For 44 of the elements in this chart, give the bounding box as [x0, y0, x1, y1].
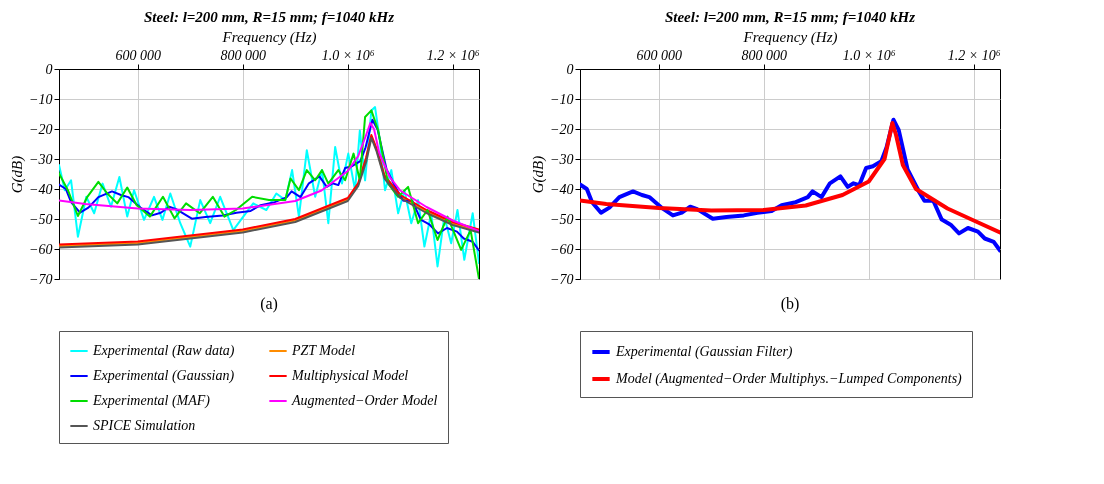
- y-tick-label: −20: [550, 121, 574, 137]
- chart-title: Steel: l=200 mm, R=15 mm; f=1040 kHz: [143, 9, 395, 25]
- text: (b): [780, 295, 800, 313]
- y-tick-label: 0: [566, 61, 574, 77]
- legend-label: PZT Model: [291, 343, 356, 358]
- legend-label: Augmented−Order Model: [291, 393, 438, 408]
- x-tick-label: 800 000: [220, 47, 266, 63]
- legend-label: Experimental (MAF): [92, 393, 211, 409]
- y-tick-label: −40: [29, 181, 53, 197]
- y-tick-label: −10: [550, 91, 574, 107]
- legend-label: Experimental (Raw data): [92, 343, 235, 359]
- x-tick-label: 1.0 × 10⁶: [321, 47, 375, 63]
- y-tick-label: −10: [29, 91, 53, 107]
- x-tick-label: 1.2 × 10⁶: [426, 47, 480, 63]
- legend-label: Model (Augmented−Order Multiphys.−Lumped Components): [615, 371, 963, 387]
- y-tick-label: −40: [550, 181, 574, 197]
- x-tick-label: 1.0 × 10⁶: [842, 47, 896, 63]
- chart-title: Steel: l=200 mm, R=15 mm; f=1040 kHz: [664, 9, 916, 25]
- x-tick-label: 600 000: [115, 47, 161, 63]
- legend-label: Experimental (Gaussian Filter): [615, 344, 793, 360]
- x-tick-label: 800 000: [741, 47, 787, 63]
- y-tick-label: −70: [29, 271, 53, 287]
- y-tick-label: −50: [550, 211, 574, 227]
- text: (a): [260, 295, 278, 313]
- legend-label: Multiphysical Model: [291, 368, 409, 383]
- line-series: [59, 118, 479, 252]
- y-tick-label: −70: [550, 271, 574, 287]
- y-tick-label: 0: [45, 61, 53, 77]
- y-tick-label: −60: [550, 241, 574, 257]
- y-tick-label: −20: [29, 121, 53, 137]
- y-axis-title: G(dB): [9, 155, 27, 194]
- y-tick-label: −50: [29, 211, 53, 227]
- y-tick-label: −30: [550, 151, 574, 167]
- legend-label: Experimental (Gaussian): [92, 368, 235, 384]
- y-axis-title: G(dB): [530, 155, 548, 194]
- x-axis-title: Frequency (Hz): [742, 28, 838, 46]
- y-tick-label: −30: [29, 151, 53, 167]
- line-series: [580, 121, 1000, 235]
- line-series: [59, 122, 479, 232]
- x-tick-label: 1.2 × 10⁶: [947, 47, 1001, 63]
- x-tick-label: 600 000: [636, 47, 682, 63]
- y-tick-label: −60: [29, 241, 53, 257]
- x-axis-title: Frequency (Hz): [221, 28, 317, 46]
- legend-label: SPICE Simulation: [93, 418, 196, 433]
